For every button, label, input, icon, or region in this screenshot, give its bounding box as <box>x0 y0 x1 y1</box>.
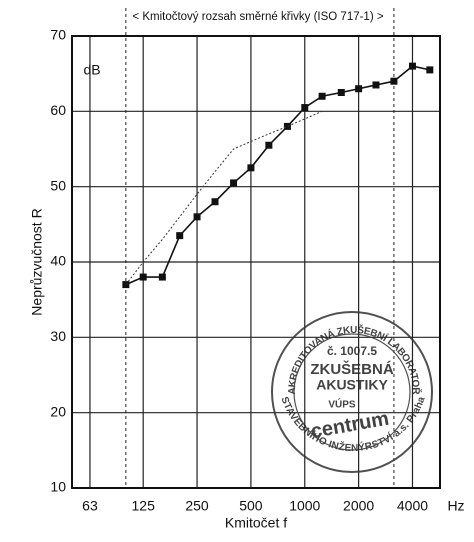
y-tick-label: 10 <box>50 479 66 495</box>
marker <box>426 66 434 74</box>
range-label: < Kmitočtový rozsah směrné křivky (ISO 7… <box>132 11 383 23</box>
y-tick-label: 40 <box>50 253 66 269</box>
stamp-ring <box>271 311 433 473</box>
stamp-line1: ZKUŠEBNÁ <box>310 360 394 378</box>
marker <box>211 198 219 206</box>
x-tick-label: 125 <box>132 498 156 514</box>
stamp-number: č. 1007.5 <box>327 344 377 358</box>
series-line <box>125 65 430 286</box>
plot-frame <box>71 35 441 489</box>
stamp-logo: VÚPS <box>328 398 356 411</box>
marker <box>230 179 238 187</box>
marker <box>318 92 326 100</box>
marker <box>158 273 166 281</box>
marker <box>337 89 345 96</box>
marker <box>408 62 416 70</box>
marker <box>301 104 309 112</box>
x-tick-label: 250 <box>185 498 209 514</box>
y-tick-label: 30 <box>50 328 66 344</box>
x-tick-label: 500 <box>239 498 263 514</box>
marker <box>193 213 201 221</box>
series-line <box>125 110 323 285</box>
y-axis-title: Neprůzvučnost R <box>29 208 45 315</box>
x-tick-label: 4000 <box>397 498 428 514</box>
stamp-inner-ring <box>293 333 411 451</box>
x-tick-label: 63 <box>82 498 98 514</box>
y-unit: dB <box>83 62 100 78</box>
y-tick-label: 20 <box>50 403 66 419</box>
marker <box>390 77 398 85</box>
y-tick-label: 60 <box>50 102 66 118</box>
marker <box>355 85 363 93</box>
marker <box>122 281 130 289</box>
marker <box>372 81 380 89</box>
y-tick-label: 70 <box>50 27 66 43</box>
x-unit: Hz <box>447 498 464 514</box>
marker <box>247 164 255 172</box>
x-tick-label: 2000 <box>343 498 374 514</box>
marker <box>283 122 291 130</box>
x-tick-label: 1000 <box>289 498 320 514</box>
marker <box>139 273 147 281</box>
stamp: AKREDITOVANÁ ZKUŠEBNÍ LABORATOŘ STAVEBNÍ… <box>271 311 433 473</box>
y-tick-label: 50 <box>50 177 66 193</box>
marker <box>176 232 184 240</box>
stamp-line2: AKUSTIKY <box>316 377 388 393</box>
marker <box>265 141 273 149</box>
x-axis-title: Kmitočet f <box>225 515 287 531</box>
